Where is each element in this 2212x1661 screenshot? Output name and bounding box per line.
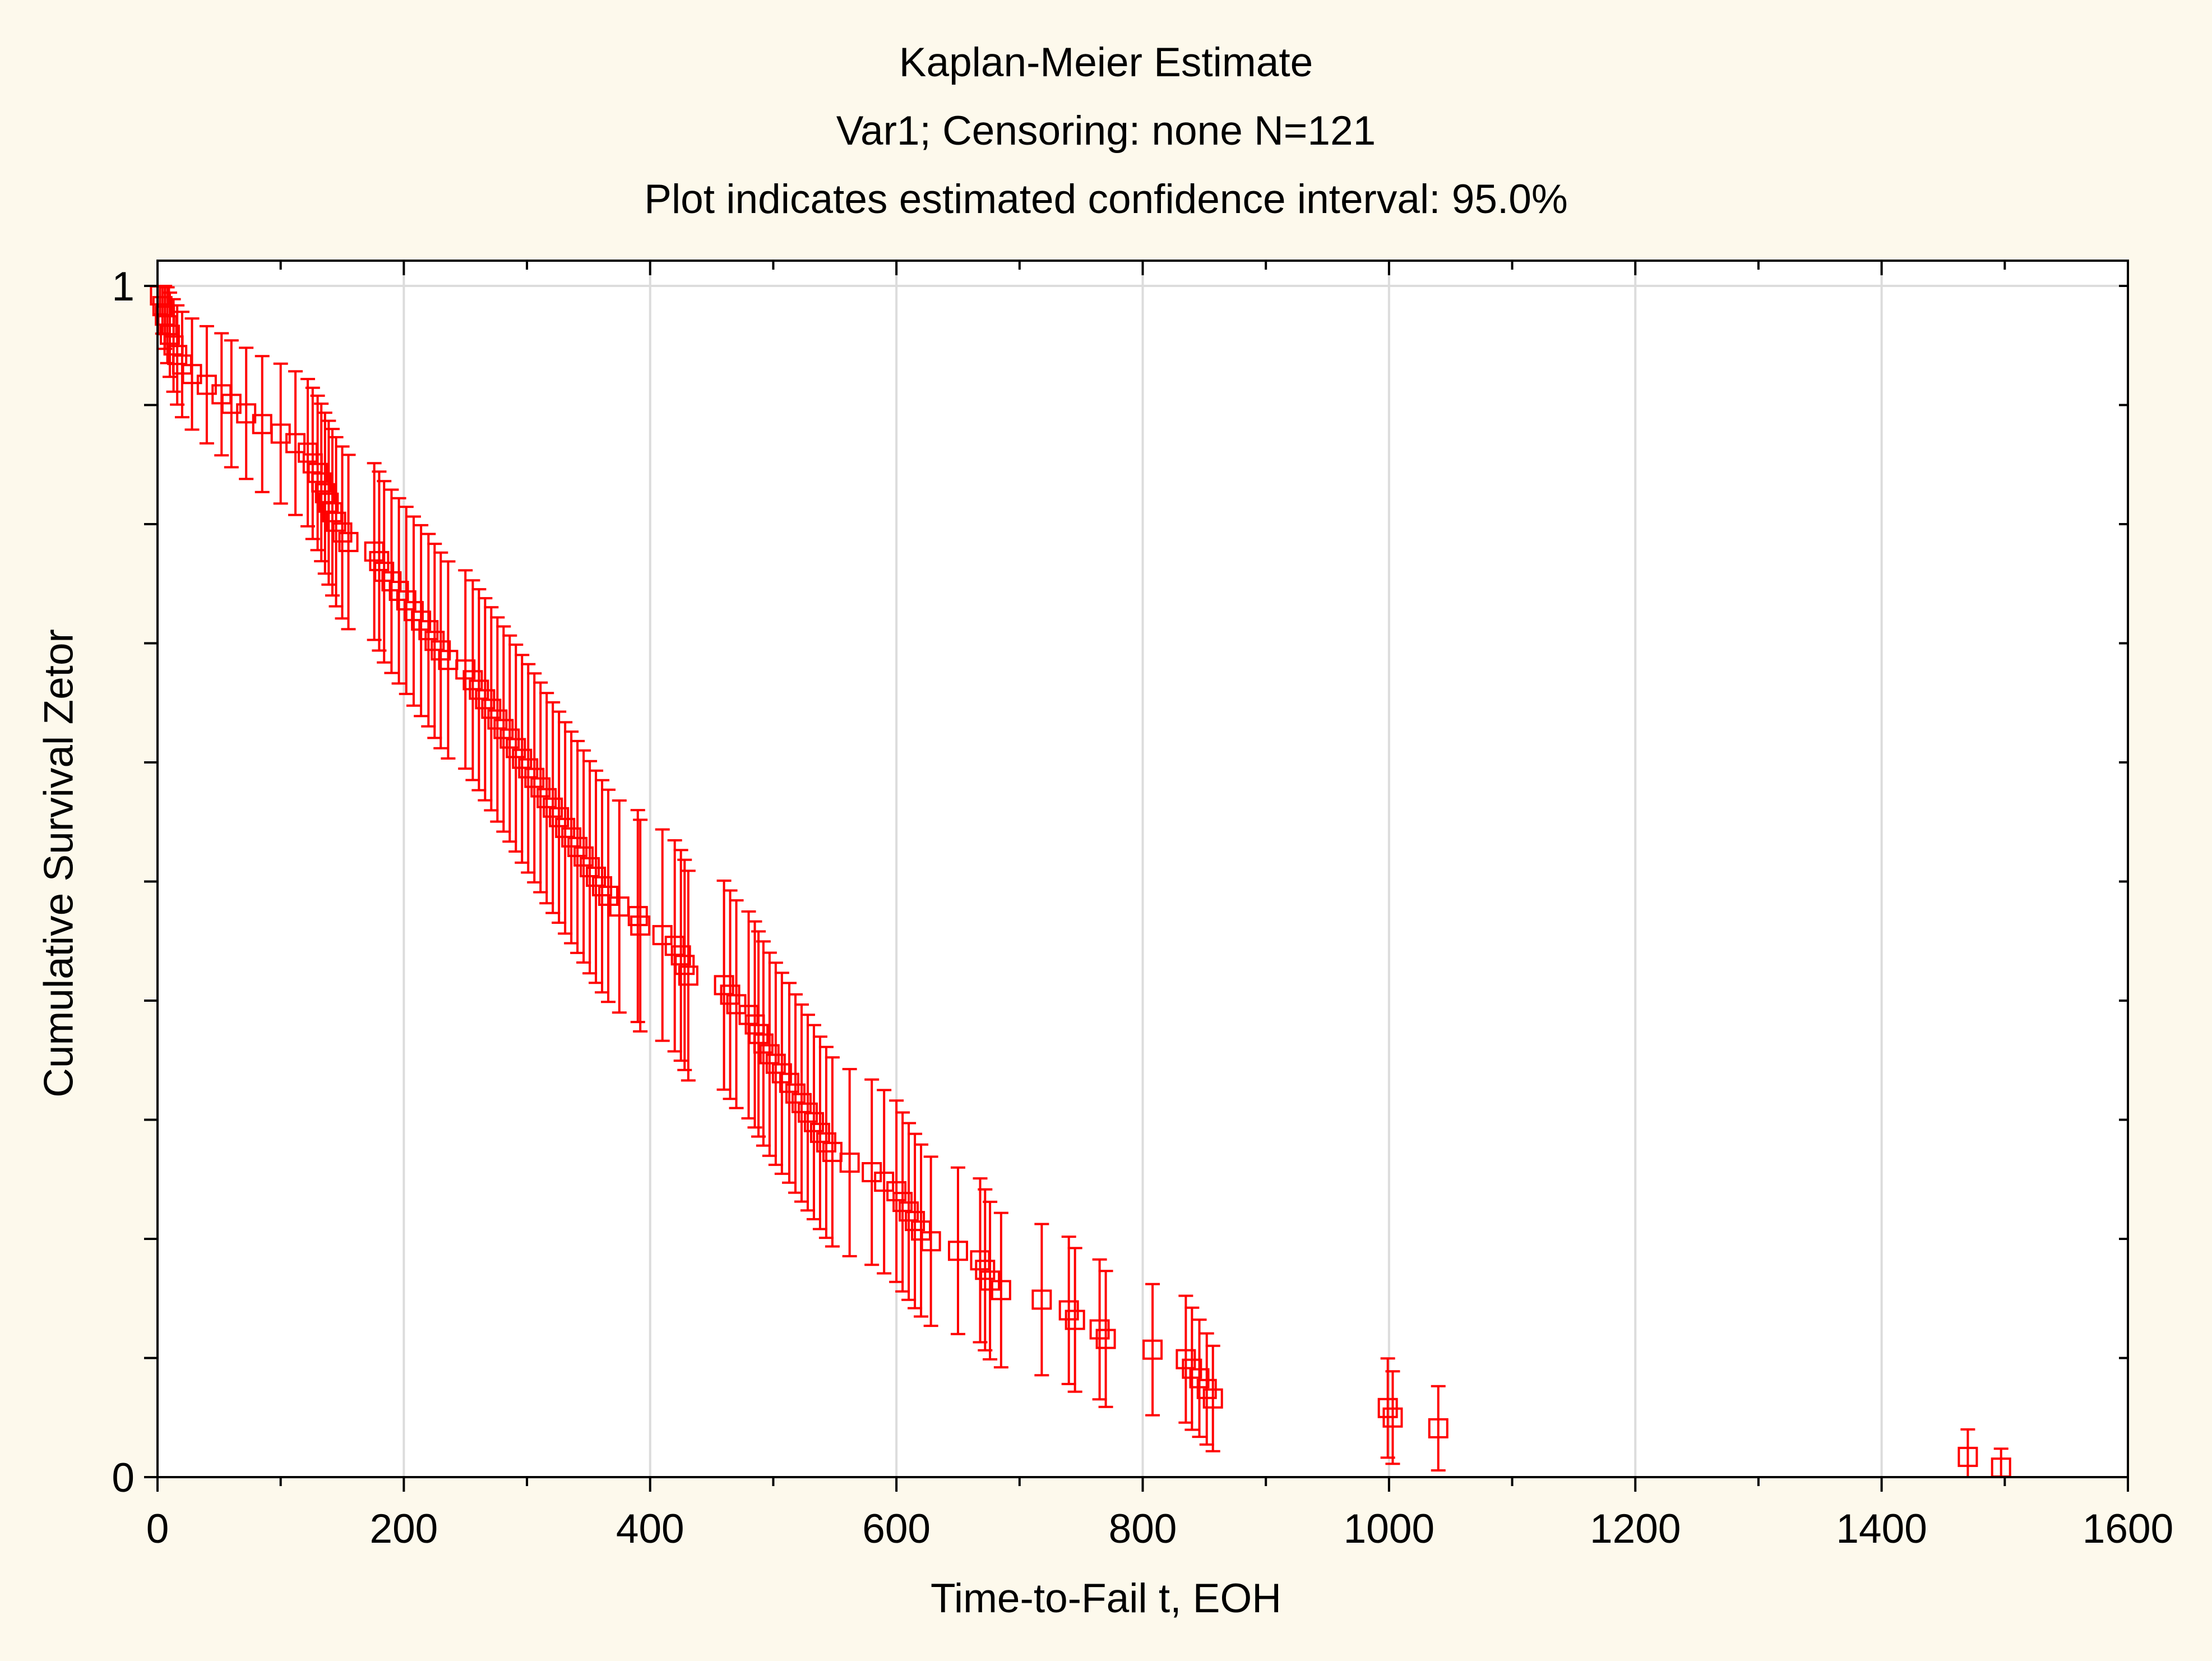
survival-point bbox=[1031, 1289, 1052, 1310]
survival-point bbox=[947, 1241, 968, 1261]
y-tick-label: 0 bbox=[112, 1455, 135, 1501]
survival-point bbox=[1189, 1368, 1210, 1389]
survival-point bbox=[182, 364, 202, 385]
survival-point bbox=[573, 846, 594, 867]
survival-point bbox=[506, 738, 526, 758]
chart-confidence-note: Plot indicates estimated confidence inte… bbox=[644, 177, 1568, 222]
survival-point bbox=[678, 965, 698, 986]
x-tick-label: 200 bbox=[369, 1506, 438, 1552]
tick-layer bbox=[144, 261, 2129, 1492]
survival-point bbox=[1382, 1407, 1403, 1428]
survival-point bbox=[159, 325, 180, 345]
survival-point bbox=[779, 1072, 799, 1093]
y-tick-label: 1 bbox=[112, 264, 135, 309]
survival-point bbox=[1428, 1418, 1449, 1438]
x-tick-label: 1200 bbox=[1590, 1506, 1681, 1552]
survival-point bbox=[418, 620, 439, 641]
survival-point bbox=[1142, 1339, 1163, 1360]
survival-point bbox=[326, 511, 346, 532]
survival-point bbox=[396, 590, 417, 610]
survival-point bbox=[530, 777, 551, 798]
survival-point bbox=[839, 1153, 860, 1173]
chart-title: Kaplan-Meier Estimate bbox=[899, 40, 1313, 85]
survival-point bbox=[236, 403, 257, 424]
survival-point bbox=[803, 1112, 824, 1132]
survival-point bbox=[753, 1033, 774, 1054]
x-tick-label: 1000 bbox=[1344, 1506, 1434, 1552]
survival-point bbox=[1065, 1310, 1085, 1330]
survival-point bbox=[991, 1280, 1011, 1301]
survival-point bbox=[598, 886, 619, 906]
x-tick-label: 0 bbox=[146, 1506, 169, 1552]
survival-point bbox=[652, 925, 673, 946]
survival-point bbox=[338, 531, 359, 552]
survival-point bbox=[726, 994, 747, 1015]
survival-point bbox=[311, 472, 332, 493]
survival-point bbox=[920, 1231, 941, 1252]
x-tick-label: 1400 bbox=[1836, 1506, 1927, 1552]
x-tick-label: 1600 bbox=[2083, 1506, 2173, 1552]
x-tick-label: 800 bbox=[1109, 1506, 1177, 1552]
survival-point bbox=[369, 550, 390, 571]
survival-point bbox=[481, 698, 502, 719]
survival-point bbox=[455, 659, 476, 680]
survival-point bbox=[1095, 1329, 1116, 1349]
y-axis-label: Cumulative Survival Zetor bbox=[36, 629, 82, 1098]
survival-point bbox=[630, 915, 651, 936]
x-tick-label: 600 bbox=[862, 1506, 931, 1552]
survival-point bbox=[975, 1260, 996, 1280]
x-tick-label: 400 bbox=[616, 1506, 684, 1552]
data-layer bbox=[150, 285, 2011, 1478]
survival-point bbox=[674, 955, 695, 975]
survival-point bbox=[1202, 1388, 1223, 1409]
survival-point bbox=[1958, 1446, 1978, 1467]
chart-subtitle: Var1; Censoring: none N=121 bbox=[836, 108, 1376, 154]
survival-point bbox=[886, 1181, 907, 1201]
survival-point bbox=[549, 807, 570, 827]
survival-point bbox=[822, 1141, 843, 1162]
tick-label-layer: 0 200 400 600 800 1000 1200 1400 1600 0 1 bbox=[112, 264, 2173, 1552]
x-axis-label: Time-to-Fail t, EOH bbox=[931, 1576, 1281, 1621]
